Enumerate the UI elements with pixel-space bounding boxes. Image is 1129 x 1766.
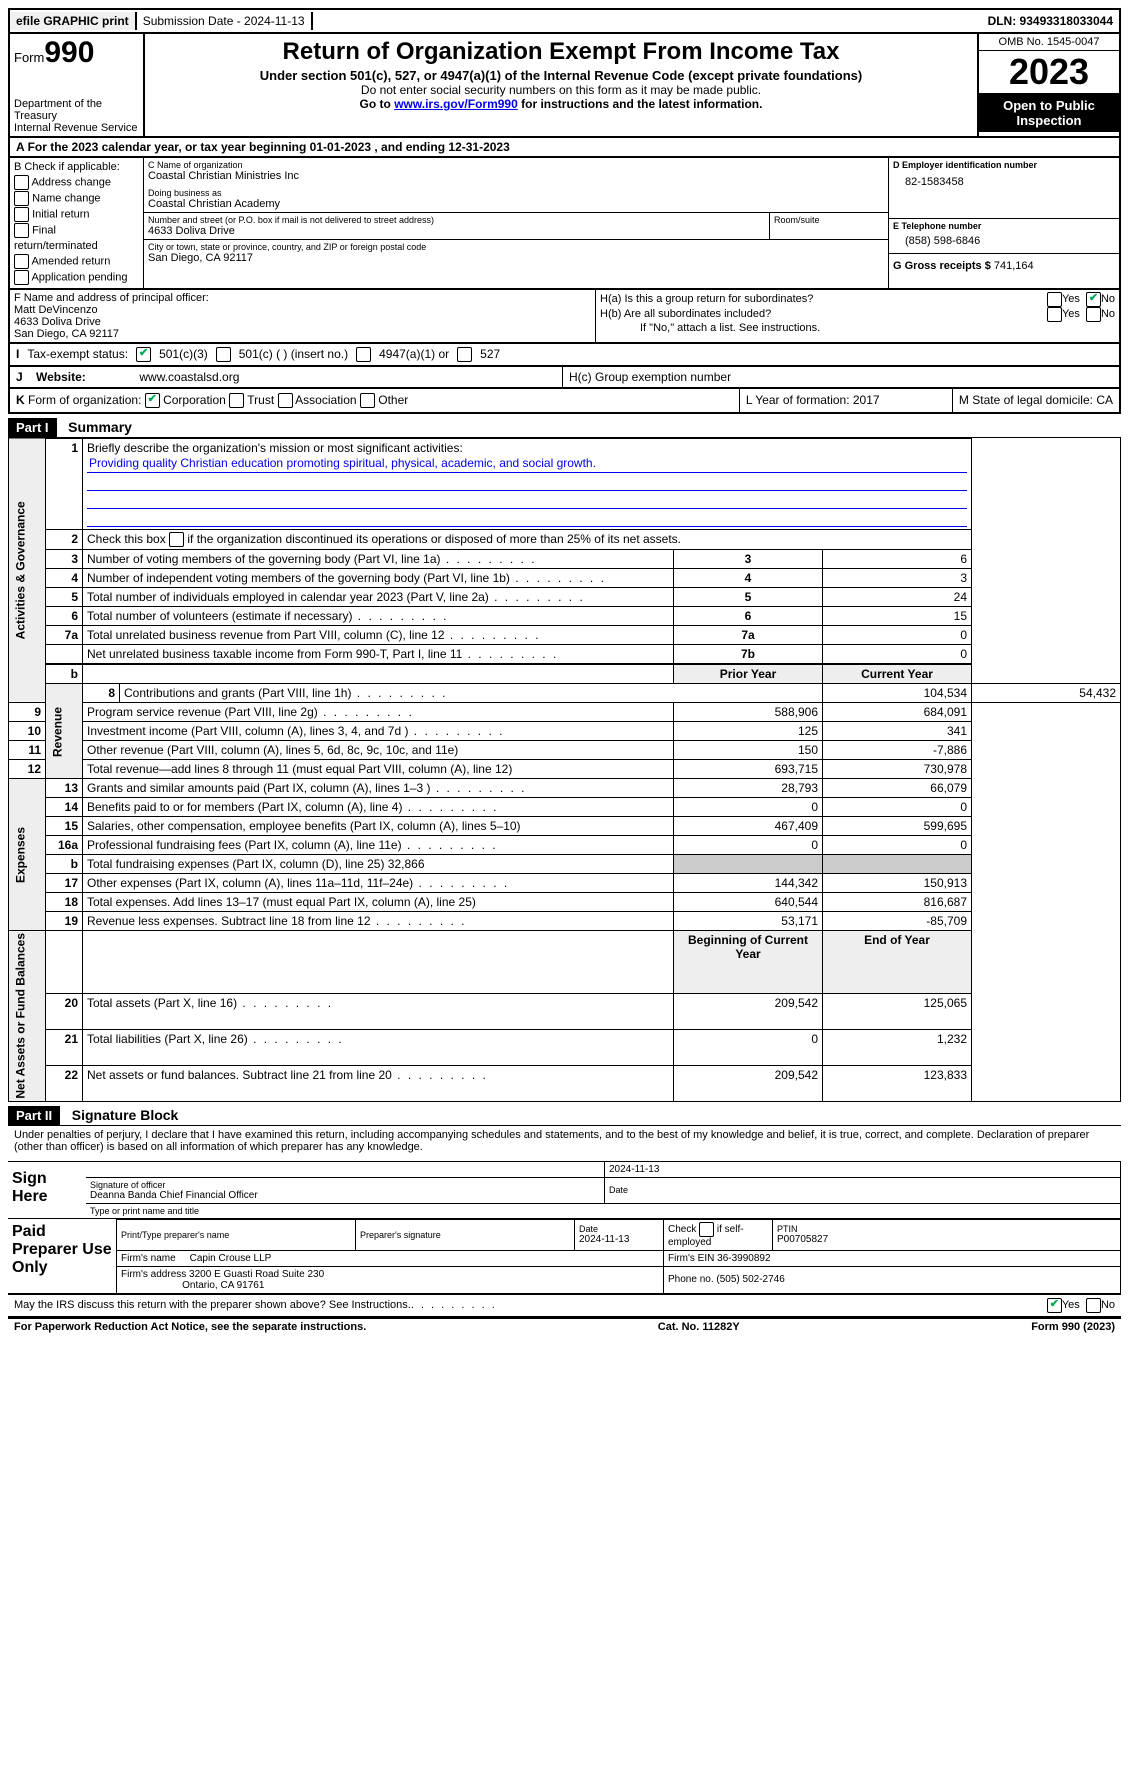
paid-preparer-label: Paid Preparer Use Only [8,1219,116,1293]
efile-label: efile GRAPHIC print [10,12,137,30]
gross-receipts: 741,164 [994,260,1034,272]
goto-line: Go to www.irs.gov/Form990 for instructio… [149,97,973,111]
check-initial-return[interactable] [14,207,29,222]
header-grid: B Check if applicable: Address change Na… [8,158,1121,290]
check-501c[interactable] [216,347,231,362]
row-klm: K Form of organization: Corporation Trus… [8,389,1121,414]
firm-ein: 36-3990892 [717,1253,770,1264]
discuss-yes[interactable] [1047,1298,1062,1313]
check-final-return[interactable] [14,223,29,238]
ptin: P00705827 [777,1234,828,1245]
dept-treasury: Department of the Treasury Internal Reve… [14,98,139,134]
val-4: 3 [823,569,972,588]
side-netassets: Net Assets or Fund Balances [9,931,46,1102]
officer-name: Matt DeVincenzo [14,304,591,316]
check-501c3[interactable] [136,347,151,362]
val-7b: 0 [823,645,972,665]
officer-signature: Deanna Banda Chief Financial Officer [90,1190,600,1201]
col-b-checkboxes: B Check if applicable: Address change Na… [10,158,144,288]
row-jhc: J Website: www.coastalsd.org H(c) Group … [8,367,1121,389]
hb-yes[interactable] [1047,307,1062,322]
check-corp[interactable] [145,393,160,408]
val-3: 6 [823,550,972,569]
row-a-tax-year: A For the 2023 calendar year, or tax yea… [8,138,1121,158]
firm-phone: (505) 502-2746 [716,1274,784,1285]
check-name-change[interactable] [14,191,29,206]
signature-block: Under penalties of perjury, I declare th… [8,1126,1121,1318]
check-527[interactable] [457,347,472,362]
year-formation: L Year of formation: 2017 [740,389,953,412]
form-subtitle: Under section 501(c), 527, or 4947(a)(1)… [149,68,973,83]
val-6: 15 [823,607,972,626]
ssn-note: Do not enter social security numbers on … [149,83,973,97]
summary-table: Activities & Governance 1 Briefly descri… [8,438,1121,1102]
org-name: Coastal Christian Ministries Inc [148,170,884,182]
row-fh: F Name and address of principal officer:… [8,290,1121,344]
top-status-bar: efile GRAPHIC print Submission Date - 20… [8,8,1121,32]
mission-text: Providing quality Christian education pr… [87,455,967,473]
page-footer: For Paperwork Reduction Act Notice, see … [8,1318,1121,1335]
city-state-zip: San Diego, CA 92117 [148,252,884,264]
row-i-tax-status: I Tax-exempt status: 501(c)(3) 501(c) ( … [8,344,1121,367]
val-5: 24 [823,588,972,607]
col-c-org-info: C Name of organization Coastal Christian… [144,158,889,288]
check-address-change[interactable] [14,175,29,190]
form-number: Form990 [14,36,139,70]
check-other[interactable] [360,393,375,408]
sign-here-label: Sign Here [8,1162,86,1218]
ha-no[interactable] [1086,292,1101,307]
omb-number: OMB No. 1545-0047 [979,34,1119,51]
check-assoc[interactable] [278,393,293,408]
side-revenue: Revenue [46,684,83,779]
form-header: Form990 Department of the Treasury Inter… [8,32,1121,138]
check-discontinued[interactable] [169,532,184,547]
check-trust[interactable] [229,393,244,408]
street-address: 4633 Doliva Drive [148,225,765,237]
hb-no[interactable] [1086,307,1101,322]
part2-header: Part II Signature Block [8,1106,1121,1126]
website: www.coastalsd.org [139,370,239,384]
discuss-no[interactable] [1086,1298,1101,1313]
ein: 82-1583458 [893,170,1115,188]
check-4947[interactable] [356,347,371,362]
ha-yes[interactable] [1047,292,1062,307]
part1-header: Part I Summary [8,418,1121,438]
perjury-declaration: Under penalties of perjury, I declare th… [8,1126,1121,1162]
phone: (858) 598-6846 [893,231,1115,247]
check-amended[interactable] [14,254,29,269]
check-self-employed[interactable] [699,1222,714,1237]
dln-label: DLN: 93493318033044 [982,12,1119,30]
state-domicile: M State of legal domicile: CA [953,389,1119,412]
open-public: Open to Public Inspection [979,94,1119,132]
val-7a: 0 [823,626,972,645]
tax-year: 2023 [979,51,1119,94]
irs-link[interactable]: www.irs.gov/Form990 [394,97,518,111]
submission-date: Submission Date - 2024-11-13 [137,12,313,30]
firm-name: Capin Crouse LLP [190,1253,272,1264]
form-title: Return of Organization Exempt From Incom… [149,38,973,66]
side-expenses: Expenses [9,779,46,931]
side-activities: Activities & Governance [9,438,46,702]
check-app-pending[interactable] [14,270,29,285]
col-de-ein-phone: D Employer identification number 82-1583… [889,158,1119,288]
dba-name: Coastal Christian Academy [148,198,884,210]
